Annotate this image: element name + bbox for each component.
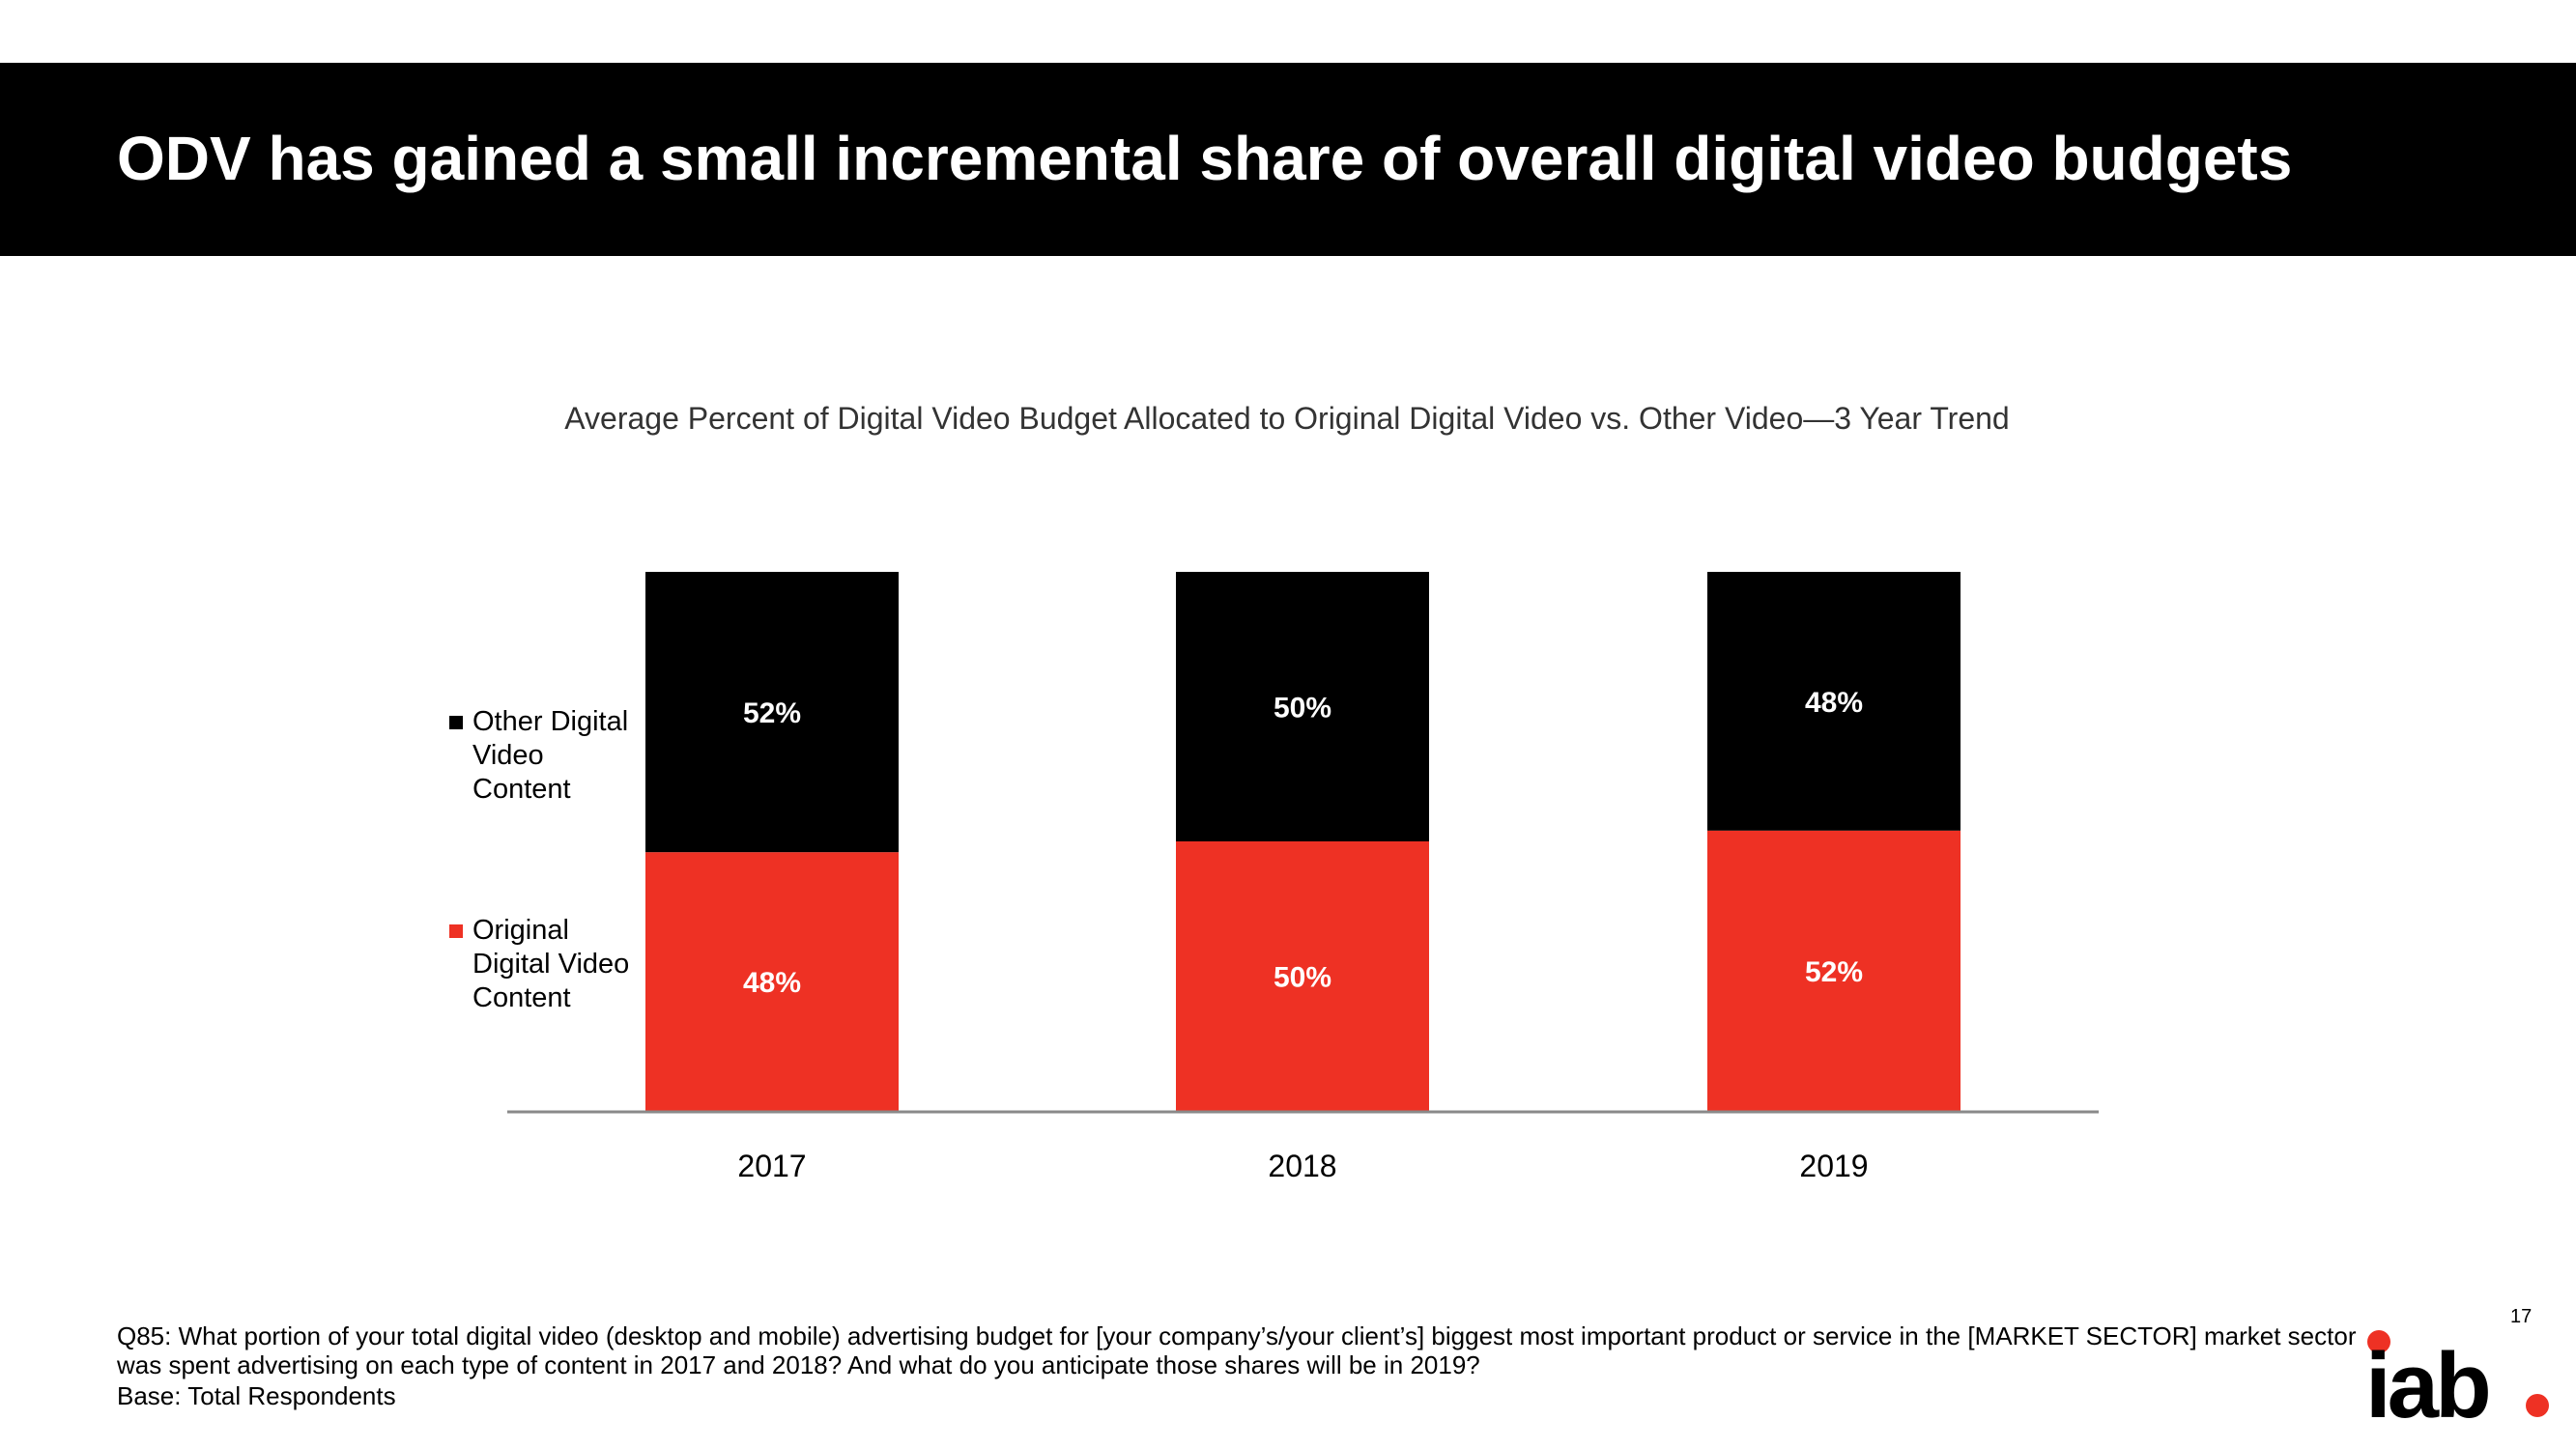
bar-segment-2018-original [1176,841,1429,1111]
chart-title-text: Average Percent of Digital Video Budget … [564,401,2010,436]
legend-line: Content [472,774,571,805]
iab-logo: iab [2365,1330,2549,1425]
data-label-2017-other: 52% [743,697,801,729]
x-tick-label-2018: 2018 [1268,1149,1336,1183]
legend-label-other: Other Digital Video Content [472,705,666,807]
base-note: Base: Total Respondents [117,1381,396,1410]
legend-line: Digital Video [472,949,630,980]
logo-dot-top [2367,1330,2390,1353]
page-title: ODV has gained a small incremental share… [117,124,2293,193]
logo-text: iab [2365,1334,2488,1425]
data-label-2018-other: 50% [1274,693,1331,724]
bar-segment-2017-other [645,572,899,853]
data-label-2017-original: 48% [743,967,801,999]
footnote: Q85: What portion of your total digital … [117,1321,2368,1410]
title-banner [0,63,2576,256]
data-label-2019-original: 52% [1805,956,1863,988]
logo-dot-bottom [2526,1394,2549,1417]
x-tick-label-2017: 2017 [737,1149,806,1183]
legend-line: Original [472,915,569,946]
chart-title: Average Percent of Digital Video Budget … [0,401,2576,437]
legend-swatch-other [449,716,463,729]
data-label-2018-original: 50% [1274,962,1331,994]
bar-segment-2019-other [1707,572,1961,831]
page-number: 17 [2510,1306,2533,1327]
legend-swatch-original [449,924,463,938]
legend-line: Content [472,982,571,1013]
bar-segment-2019-original [1707,830,1961,1111]
bar-segment-2017-original [645,852,899,1111]
bar-segment-2018-other [1176,572,1429,841]
legend-line: Other Digital [472,706,629,737]
legend-line: Video [472,740,544,771]
survey-question: Q85: What portion of your total digital … [117,1321,2357,1379]
x-tick-label-2019: 2019 [1799,1149,1868,1183]
legend-label-original: Original Digital Video Content [472,914,666,1015]
data-label-2019-other: 48% [1805,687,1863,719]
